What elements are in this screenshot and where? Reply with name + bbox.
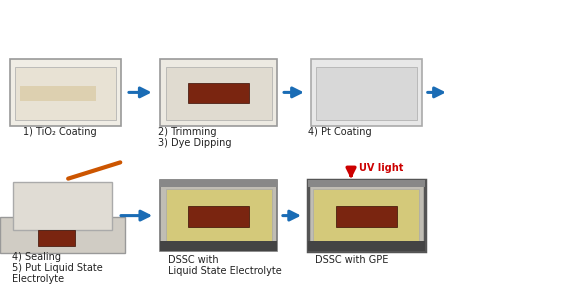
Text: 1) TiO₂ Coating: 1) TiO₂ Coating — [23, 127, 97, 137]
Text: DSSC with: DSSC with — [168, 256, 218, 265]
Text: 2) Trimming: 2) Trimming — [158, 127, 216, 137]
Text: DSSC with GPE: DSSC with GPE — [315, 256, 389, 265]
Text: 5) Put Liquid State: 5) Put Liquid State — [12, 263, 103, 273]
Bar — [161, 180, 277, 251]
Bar — [188, 206, 249, 227]
Bar — [13, 182, 112, 230]
Text: 4) Sealing: 4) Sealing — [12, 253, 61, 262]
Text: 4) Pt Coating: 4) Pt Coating — [308, 127, 372, 137]
Bar — [166, 67, 272, 120]
Bar — [308, 180, 424, 187]
Text: Electrolyte: Electrolyte — [12, 274, 65, 284]
Bar — [316, 67, 417, 120]
Bar — [336, 206, 397, 227]
Bar — [161, 241, 277, 251]
Text: Liquid State Electrolyte: Liquid State Electrolyte — [168, 266, 281, 276]
Text: UV light: UV light — [359, 163, 403, 173]
Bar — [161, 180, 277, 187]
Bar — [20, 86, 95, 101]
Bar — [166, 189, 272, 244]
Bar — [10, 59, 121, 126]
Bar — [308, 241, 424, 251]
Bar — [15, 67, 116, 120]
Bar — [314, 189, 419, 244]
Bar — [161, 59, 277, 126]
Bar — [311, 59, 421, 126]
Text: 3) Dye Dipping: 3) Dye Dipping — [158, 138, 231, 148]
Bar — [308, 180, 424, 251]
Bar — [39, 230, 75, 246]
Bar — [188, 83, 249, 103]
Bar — [0, 217, 125, 253]
